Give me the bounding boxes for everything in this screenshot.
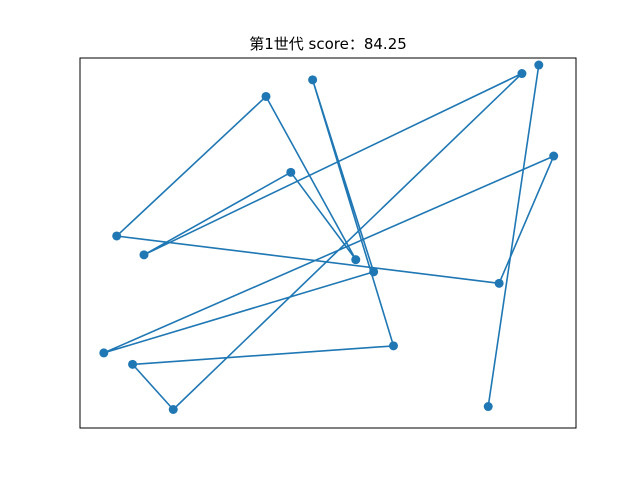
series-line-segment — [487, 64, 540, 407]
data-point — [139, 250, 149, 260]
data-point — [168, 405, 178, 414]
data-point — [549, 151, 559, 161]
data-point — [369, 267, 379, 277]
data-point — [261, 91, 271, 101]
marker-layer — [99, 60, 559, 414]
data-point — [534, 60, 544, 70]
data-point — [517, 69, 527, 79]
data-point — [308, 75, 318, 85]
data-point — [112, 231, 122, 241]
data-point — [483, 402, 493, 412]
data-point — [286, 167, 296, 177]
data-point — [388, 341, 398, 351]
data-point — [494, 278, 504, 288]
data-point — [99, 348, 109, 358]
plot-area-frame — [79, 57, 577, 429]
data-point — [128, 359, 138, 369]
data-point — [351, 255, 361, 265]
chart-title: 第1世代 score：84.25 — [249, 35, 407, 53]
